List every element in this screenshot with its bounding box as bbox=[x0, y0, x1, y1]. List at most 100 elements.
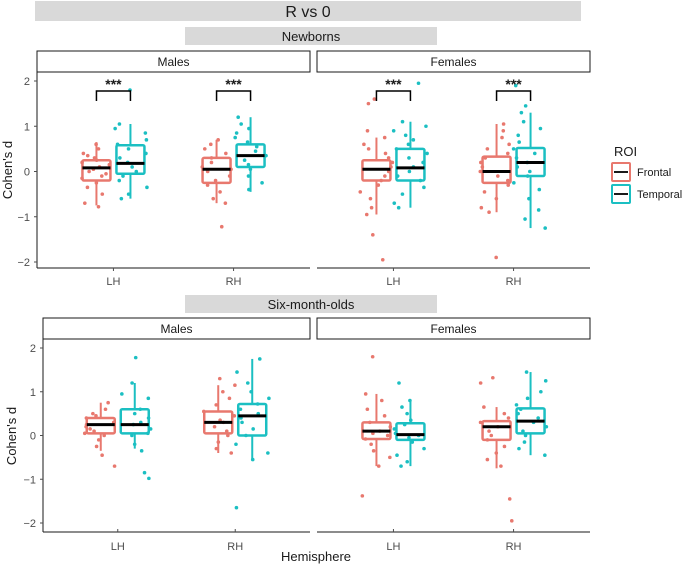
point-newborns-females-rh-frontal bbox=[483, 156, 488, 160]
point-newborns-males-rh-frontal bbox=[216, 138, 220, 142]
point-newborns-females-lh-frontal bbox=[364, 212, 369, 217]
y-axis-title-top: Cohen's d bbox=[0, 141, 15, 199]
point-newborns-females-lh-temporal bbox=[391, 128, 396, 133]
strip-label-newborns-females: Females bbox=[430, 55, 476, 69]
point-newborns-males-lh-frontal bbox=[96, 204, 101, 209]
point-newborns-females-rh-temporal bbox=[516, 133, 521, 138]
point-newborns-females-lh-frontal bbox=[386, 156, 391, 160]
point-six-month-olds-males-lh-frontal bbox=[94, 414, 98, 418]
point-newborns-females-rh-temporal bbox=[536, 208, 541, 212]
point-six-month-olds-males-rh-temporal bbox=[249, 389, 253, 394]
strip-six-month-females bbox=[316, 317, 591, 340]
point-newborns-females-rh-temporal bbox=[527, 196, 531, 201]
significance-label: *** bbox=[105, 76, 122, 92]
point-newborns-females-rh-frontal bbox=[501, 128, 506, 133]
point-newborns-males-lh-frontal bbox=[87, 169, 91, 174]
point-newborns-females-lh-frontal bbox=[368, 196, 373, 201]
y-tick-label: −2 bbox=[17, 257, 30, 269]
point-newborns-females-lh-frontal bbox=[379, 178, 384, 183]
point-six-month-olds-males-rh-frontal bbox=[229, 451, 234, 455]
point-six-month-olds-males-rh-frontal bbox=[233, 383, 237, 387]
point-newborns-males-rh-temporal bbox=[247, 187, 251, 192]
point-six-month-olds-females-rh-frontal bbox=[491, 375, 495, 380]
point-newborns-males-rh-temporal bbox=[247, 126, 251, 131]
point-six-month-olds-males-lh-temporal bbox=[139, 449, 144, 453]
box-six-month-olds-females-rh-frontal bbox=[481, 419, 512, 442]
point-six-month-olds-males-lh-temporal bbox=[146, 416, 151, 420]
point-six-month-olds-males-lh-temporal bbox=[130, 381, 134, 385]
point-six-month-olds-males-lh-frontal bbox=[102, 433, 106, 438]
y-axis-title-bottom: Cohen's d bbox=[4, 407, 19, 465]
point-newborns-females-rh-temporal bbox=[515, 165, 520, 169]
strip-newborns-females bbox=[316, 50, 591, 73]
point-newborns-males-rh-temporal bbox=[234, 131, 239, 135]
point-six-month-olds-females-rh-temporal bbox=[525, 396, 530, 401]
point-six-month-olds-females-lh-temporal bbox=[397, 381, 401, 385]
point-newborns-males-lh-frontal bbox=[94, 142, 98, 147]
point-newborns-females-rh-temporal bbox=[523, 217, 527, 221]
y-tick-label: −1 bbox=[23, 474, 36, 486]
point-six-month-olds-males-rh-temporal bbox=[267, 396, 271, 401]
y-tick-label: 1 bbox=[30, 387, 36, 399]
point-six-month-olds-females-rh-frontal bbox=[478, 381, 483, 385]
strip-six-month-males bbox=[42, 317, 311, 340]
point-six-month-olds-males-lh-frontal bbox=[84, 416, 89, 420]
point-newborns-males-lh-temporal bbox=[113, 126, 117, 131]
point-newborns-males-rh-temporal bbox=[254, 144, 259, 149]
point-newborns-females-rh-temporal bbox=[523, 104, 528, 108]
point-six-month-olds-females-rh-frontal bbox=[509, 519, 514, 523]
point-six-month-olds-males-rh-frontal bbox=[202, 409, 206, 414]
point-six-month-olds-females-rh-temporal bbox=[543, 453, 547, 457]
point-six-month-olds-females-rh-temporal bbox=[543, 379, 548, 383]
point-newborns-females-lh-temporal bbox=[406, 142, 411, 147]
point-newborns-males-rh-frontal bbox=[211, 196, 216, 201]
point-six-month-olds-females-lh-temporal bbox=[405, 411, 409, 416]
point-newborns-females-lh-temporal bbox=[407, 156, 411, 160]
point-six-month-olds-males-rh-temporal bbox=[234, 505, 239, 510]
point-newborns-males-rh-temporal bbox=[264, 153, 268, 158]
y-tick-label: 0 bbox=[24, 167, 30, 179]
point-newborns-females-rh-frontal bbox=[507, 142, 511, 147]
point-newborns-females-rh-temporal bbox=[513, 83, 518, 88]
point-newborns-males-lh-frontal bbox=[99, 174, 104, 178]
point-six-month-olds-males-rh-frontal bbox=[227, 396, 232, 401]
point-newborns-females-rh-frontal bbox=[485, 147, 490, 151]
point-newborns-males-lh-frontal bbox=[100, 192, 105, 196]
point-newborns-females-rh-temporal bbox=[543, 226, 547, 230]
point-newborns-males-rh-frontal bbox=[219, 224, 224, 229]
point-six-month-olds-females-lh-frontal bbox=[360, 494, 365, 498]
title-banner bbox=[35, 1, 581, 21]
point-newborns-males-rh-frontal bbox=[209, 160, 214, 165]
point-newborns-males-rh-temporal bbox=[245, 140, 250, 144]
x-tick-label: LH bbox=[386, 541, 400, 553]
point-newborns-males-lh-temporal bbox=[117, 122, 122, 126]
point-newborns-males-lh-frontal bbox=[92, 156, 97, 160]
point-six-month-olds-males-rh-frontal bbox=[214, 446, 219, 451]
point-six-month-olds-females-rh-frontal bbox=[502, 444, 507, 449]
box-six-month-olds-males-rh-temporal bbox=[236, 402, 268, 437]
point-six-month-olds-females-rh-temporal bbox=[523, 433, 528, 438]
point-newborns-females-lh-temporal bbox=[418, 178, 423, 183]
point-newborns-males-rh-temporal bbox=[260, 181, 264, 185]
point-six-month-olds-males-rh-temporal bbox=[257, 357, 262, 361]
significance-bracket bbox=[375, 90, 412, 101]
point-newborns-females-rh-frontal bbox=[479, 160, 483, 165]
point-newborns-males-rh-frontal bbox=[213, 178, 218, 183]
point-newborns-males-lh-temporal bbox=[144, 151, 148, 156]
point-six-month-olds-females-lh-temporal bbox=[408, 398, 412, 403]
point-newborns-females-rh-temporal bbox=[512, 181, 516, 185]
chart-marks: 2 1 0 −1 −2 LH *** RH *** LH *** RH *** 2 1 0 −1 −2 LH RH LH… bbox=[17, 76, 549, 553]
point-six-month-olds-females-lh-temporal bbox=[400, 405, 404, 409]
point-six-month-olds-females-lh-frontal bbox=[369, 442, 373, 447]
point-newborns-females-lh-frontal bbox=[366, 101, 371, 106]
point-newborns-males-rh-frontal bbox=[227, 174, 232, 178]
point-six-month-olds-females-lh-temporal bbox=[407, 435, 411, 440]
point-six-month-olds-males-rh-frontal bbox=[212, 424, 217, 429]
point-six-month-olds-females-lh-temporal bbox=[408, 418, 413, 422]
point-newborns-males-rh-temporal bbox=[253, 149, 258, 153]
point-newborns-females-rh-temporal bbox=[517, 140, 521, 144]
point-six-month-olds-males-rh-temporal bbox=[234, 442, 238, 447]
point-six-month-olds-males-rh-temporal bbox=[255, 402, 260, 406]
point-newborns-females-lh-frontal bbox=[371, 233, 375, 237]
